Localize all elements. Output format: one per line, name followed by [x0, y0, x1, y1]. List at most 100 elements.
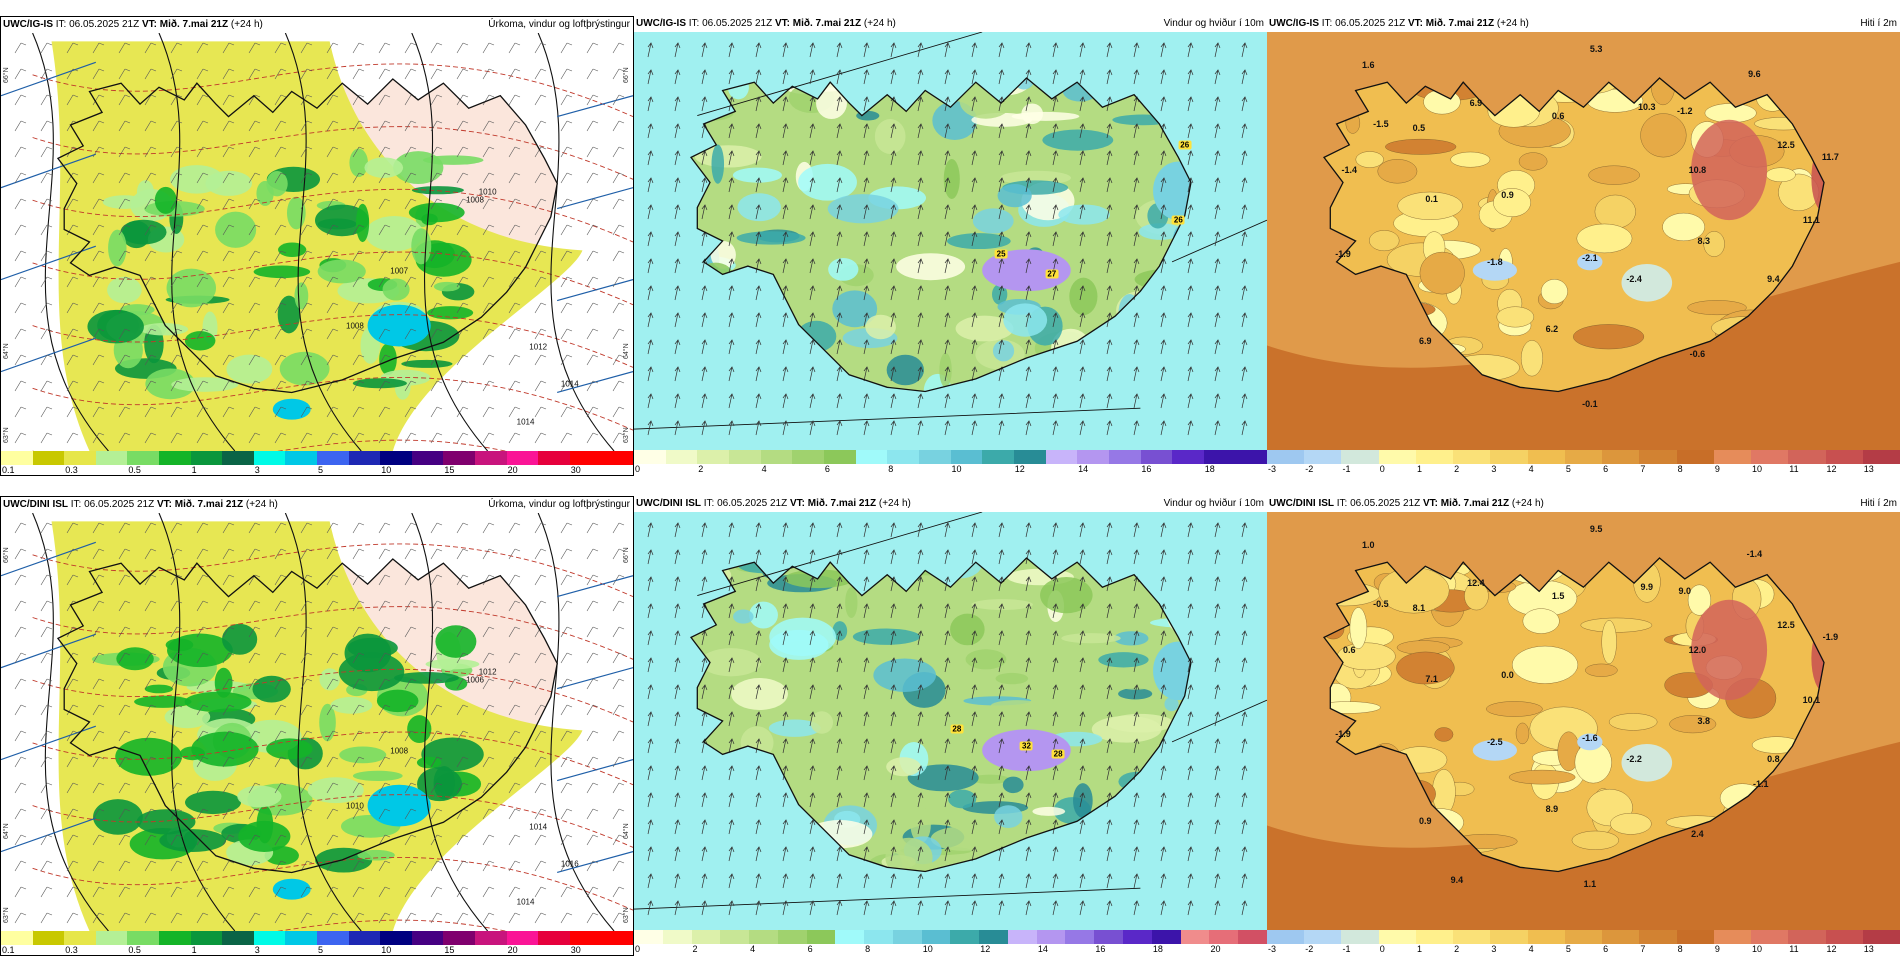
colorbar-tick-label: 12 — [1826, 464, 1837, 474]
model-name: UWC/DINI ISL — [636, 498, 701, 509]
colorbar-swatch — [864, 930, 893, 944]
temperature-value: 0.0 — [1501, 670, 1514, 681]
colorbar-swatch — [777, 930, 807, 944]
colorbar-swatch — [823, 450, 856, 464]
colorbar-swatch — [728, 450, 761, 464]
map-area: 66°N 66°N 64°N 64°N 63°N 63°N 1008 1006 1012 1014… — [1, 513, 633, 931]
colorbar-swatch — [538, 451, 570, 465]
colorbar-swatch — [760, 450, 793, 464]
temperature-value: -2.2 — [1626, 753, 1642, 764]
colorbar-swatch — [95, 931, 128, 945]
colorbar-tick-label: 15 — [444, 465, 455, 475]
panel-run-info: UWC/IG-IS IT: 06.05.2025 21Z VT: Mið. 7.… — [1269, 16, 1529, 32]
colorbar-swatch — [64, 451, 96, 465]
colorbar-tick-label: 0 — [1379, 944, 1385, 954]
colorbar-tick-label: 10 — [381, 945, 392, 955]
precip-map — [1, 513, 633, 931]
colorbar-swatch — [348, 931, 381, 945]
colorbar-swatch — [1203, 450, 1236, 464]
colorbar-tick-label: 1 — [1416, 944, 1422, 954]
colorbar-swatch — [1602, 930, 1640, 944]
colorbar-tick-label: 10 — [1752, 464, 1763, 474]
colorbar-swatch — [1267, 930, 1305, 944]
colorbar-tick-label: 14 — [1037, 944, 1048, 954]
isobar-label: 1008 — [346, 321, 364, 331]
temperature-value: 9.4 — [1450, 874, 1464, 885]
colorbar-swatch — [411, 451, 444, 465]
temperature-value: 1.1 — [1583, 879, 1597, 890]
panel-run-info: UWC/IG-IS IT: 06.05.2025 21Z VT: Mið. 7.… — [636, 16, 896, 32]
lead-time: (+24 h) — [243, 499, 278, 510]
temperature-value: 11.1 — [1802, 215, 1820, 226]
temperature-value: 0.6 — [1551, 110, 1565, 121]
colorbar-swatch — [691, 930, 721, 944]
colorbar-tick-label: 20 — [507, 945, 518, 955]
colorbar-tick-label: 4 — [1528, 464, 1534, 474]
colorbar-swatch — [506, 451, 539, 465]
colorbar-swatch — [1108, 450, 1141, 464]
temperature-value: 12.5 — [1777, 139, 1795, 150]
colorbar-swatch — [1013, 450, 1046, 464]
colorbar-tick-label: 6 — [807, 944, 813, 954]
colorbar-swatch — [1825, 930, 1863, 944]
valid-label: VT: — [1405, 18, 1426, 29]
colorbar-tick-label: 7 — [1640, 464, 1646, 474]
valid-time: Mið. 7.mai 21Z — [792, 18, 862, 29]
temperature-value: 10.8 — [1688, 164, 1707, 175]
panel-temp-dini-isl: UWC/DINI ISL IT: 06.05.2025 21Z VT: Mið.… — [1267, 496, 1900, 956]
lead-time: (+24 h) — [1509, 498, 1544, 509]
colorbar-swatch — [665, 450, 698, 464]
colorbar-tick-label: 10 — [381, 465, 392, 475]
colorbar-swatch — [1490, 450, 1528, 464]
colorbar-tick-label: 13 — [1863, 944, 1874, 954]
colorbar-swatch — [443, 931, 475, 945]
temperature-value: 5.3 — [1589, 43, 1603, 54]
temp-map — [1267, 32, 1900, 450]
colorbar-tick-label: 4 — [750, 944, 756, 954]
colorbar-tick-label: 4 — [761, 464, 767, 474]
panel-temp-ig-is: UWC/IG-IS IT: 06.05.2025 21Z VT: Mið. 7.… — [1267, 16, 1900, 476]
colorbar-ticks: -3 -2 -1 0 1 2 3 4 5 6 7 8 9 10 11 12 13 — [1267, 944, 1900, 954]
temperature-value: -1.1 — [1752, 778, 1769, 789]
colorbar-swatch — [1564, 450, 1603, 464]
colorbar-tick-label: -2 — [1305, 944, 1314, 954]
isobar-label: 1014 — [516, 897, 535, 907]
init-time: 06.05.2025 21Z — [69, 19, 140, 30]
colorbar-tick-label: 6 — [1603, 944, 1609, 954]
colorbar-swatch — [1235, 450, 1268, 464]
valid-label: VT: — [772, 18, 793, 29]
panel-header: UWC/DINI ISL IT: 06.05.2025 21Z VT: Mið.… — [1267, 496, 1900, 512]
colorbar-tick-label: -2 — [1305, 464, 1314, 474]
temperature-value: 11.7 — [1821, 152, 1839, 163]
init-label: IT: — [68, 499, 85, 510]
model-name: UWC/IG-IS — [1269, 18, 1319, 29]
map-area: 1.6 5.3 9.6 -1.5 0.5 6.9 0.6 10.3 -1.2 12.5 11.7 -1… — [1267, 32, 1900, 450]
colorbar-tick-label: 8 — [888, 464, 894, 474]
map-area: 26 26 25 27 — [634, 32, 1267, 450]
isobar-label: 1008 — [390, 746, 409, 756]
init-time: 06.05.2025 21Z — [702, 18, 773, 29]
colorbar-swatch — [950, 930, 980, 944]
temperature-value: 9.9 — [1640, 582, 1654, 593]
colorbar-tick-label: 15 — [444, 945, 455, 955]
colorbar-swatch — [253, 451, 286, 465]
colorbar-tick-label: -3 — [1268, 944, 1277, 954]
model-name: UWC/IG-IS — [636, 18, 686, 29]
colorbar-swatch — [1415, 930, 1454, 944]
colorbar-tick-label: 1 — [1416, 464, 1422, 474]
colorbar-tick-label: -3 — [1268, 464, 1277, 474]
colorbar-swatch — [792, 450, 824, 464]
colorbar-swatch — [190, 931, 223, 945]
isobar-label: 1012 — [529, 342, 548, 351]
colorbar-swatch — [316, 451, 349, 465]
temperature-value: 9.6 — [1748, 68, 1761, 79]
colorbar-swatch — [601, 931, 633, 945]
colorbar-tick-label: 5 — [1565, 944, 1571, 954]
colorbar-swatch — [95, 451, 128, 465]
colorbar-swatch — [1172, 450, 1204, 464]
temperature-value: 7.1 — [1425, 674, 1438, 685]
colorbar-swatch — [720, 930, 750, 944]
temperature-value: 9.0 — [1678, 586, 1692, 597]
temperature-value: -1.2 — [1677, 106, 1693, 117]
wind-map — [634, 512, 1267, 930]
